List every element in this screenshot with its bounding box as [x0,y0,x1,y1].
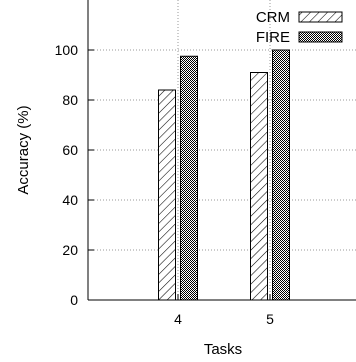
y-tick-label: 80 [62,92,78,108]
bar-fire-5 [272,49,290,301]
tick-labels: 0 20 40 60 80 100 4 5 [55,42,274,327]
x-axis-title: Tasks [204,341,242,358]
y-tick-label: 20 [62,242,78,258]
axes [87,0,356,301]
legend-label-crm: CRM [256,9,290,26]
bars [158,49,290,301]
bar-fire-4 [180,55,198,301]
legend-label-fire: FIRE [256,29,290,46]
gridlines [88,0,356,300]
y-tick-label: 60 [62,142,78,158]
legend-swatch-fire [298,31,343,43]
y-tick-label: 40 [62,192,78,208]
legend-swatch-crm [298,11,343,23]
y-axis-title: Accuracy (%) [15,105,32,194]
y-tick-label: 0 [70,292,78,308]
bar-crm-4 [158,89,176,301]
bar-crm-5 [250,72,268,301]
x-tick-label: 4 [174,311,182,327]
x-tick-label: 5 [266,311,274,327]
y-tick-label: 100 [55,42,79,58]
legend: CRM FIRE [256,9,343,46]
